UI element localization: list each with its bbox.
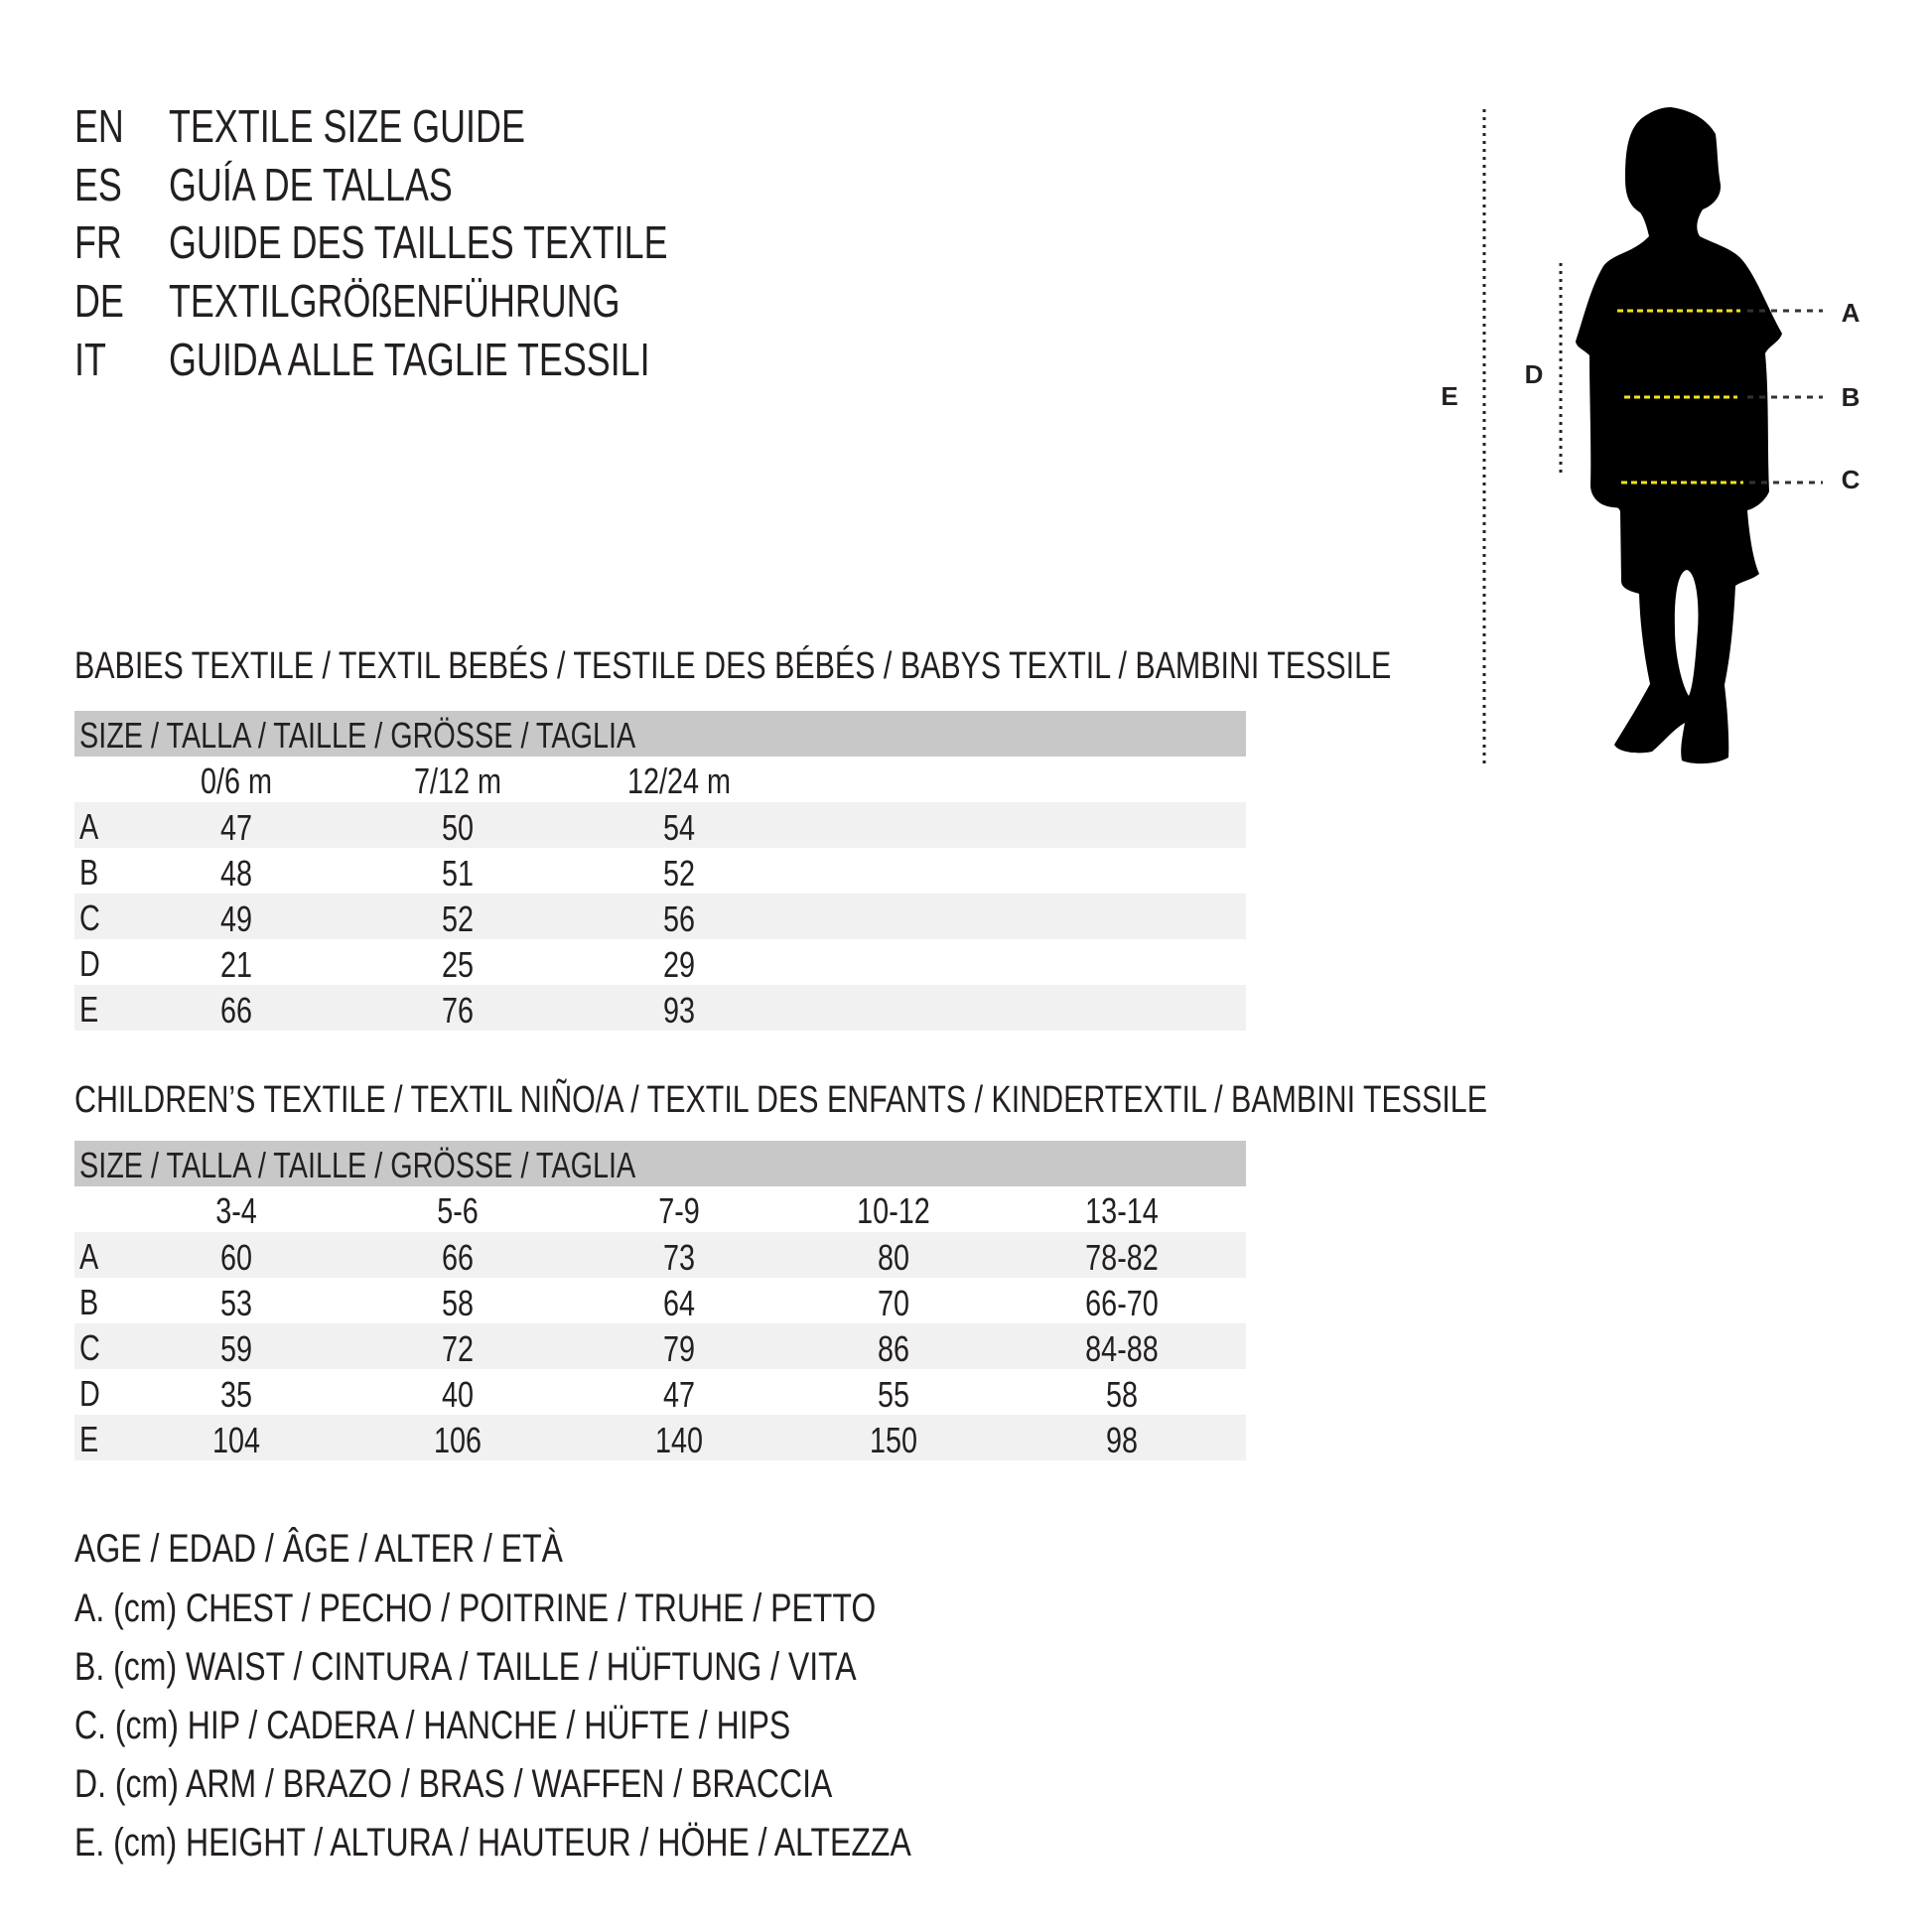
figure-label-d: D xyxy=(1524,359,1544,389)
table-cell: 47 xyxy=(662,1374,696,1415)
legend-age: AGE / EDAD / ÂGE / ALTER / ETÀ xyxy=(74,1527,563,1571)
table-cell: 106 xyxy=(433,1420,483,1460)
table-cell: 64 xyxy=(662,1283,696,1323)
leg-gap xyxy=(1674,570,1699,696)
column-header: 0/6 m xyxy=(200,760,273,801)
table-cell: 52 xyxy=(662,853,696,894)
title-fr: GUIDE DES TAILLES TEXTILE xyxy=(169,216,668,268)
figure-label-e: E xyxy=(1441,381,1458,411)
legend-hip: C. (cm) HIP / CADERA / HANCHE / HÜFTE / … xyxy=(74,1704,791,1747)
row-label: E xyxy=(79,989,99,1030)
table-cell: 80 xyxy=(877,1237,910,1278)
row-label: A xyxy=(79,1236,99,1277)
table-cell: 25 xyxy=(441,944,475,985)
lang-code-de: DE xyxy=(74,275,124,327)
table-cell: 48 xyxy=(219,853,253,894)
figure-label-b: B xyxy=(1841,382,1861,412)
table-cell: 58 xyxy=(1105,1374,1139,1415)
table-cell: 29 xyxy=(662,944,696,985)
table-cell: 55 xyxy=(877,1374,910,1415)
title-en: TEXTILE SIZE GUIDE xyxy=(169,100,525,152)
title-es: GUÍA DE TALLAS xyxy=(169,159,453,210)
table-cell: 54 xyxy=(662,807,696,848)
size-header-label: SIZE / TALLA / TAILLE / GRÖSSE / TAGLIA xyxy=(79,715,636,756)
row-label: D xyxy=(79,943,100,984)
table-cell: 86 xyxy=(877,1328,910,1369)
table-cell: 66 xyxy=(441,1237,475,1278)
table-row xyxy=(74,985,1246,1031)
table-cell: 50 xyxy=(441,807,475,848)
figure-label-a: A xyxy=(1841,298,1861,328)
legend-height: E. (cm) HEIGHT / ALTURA / HAUTEUR / HÖHE… xyxy=(74,1821,911,1864)
row-label: C xyxy=(79,897,100,938)
table-cell: 51 xyxy=(441,853,475,894)
table-cell: 84-88 xyxy=(1085,1328,1159,1369)
table-cell: 93 xyxy=(662,990,696,1031)
lang-code-it: IT xyxy=(74,334,106,385)
lang-code-es: ES xyxy=(74,159,122,210)
table-cell: 40 xyxy=(441,1374,475,1415)
legend-chest: A. (cm) CHEST / PECHO / POITRINE / TRUHE… xyxy=(74,1587,877,1630)
title-it: GUIDA ALLE TAGLIE TESSILI xyxy=(169,334,650,385)
column-header: 7/12 m xyxy=(413,760,502,801)
size-header-row xyxy=(74,1141,1246,1186)
table-cell: 60 xyxy=(219,1237,253,1278)
table-row xyxy=(74,1323,1246,1369)
column-header: 13-14 xyxy=(1085,1190,1159,1231)
table-cell: 70 xyxy=(877,1283,910,1323)
table-cell: 66-70 xyxy=(1085,1283,1159,1323)
table-cell: 104 xyxy=(211,1420,261,1460)
column-header: 12/24 m xyxy=(626,760,732,801)
table-row xyxy=(74,894,1246,939)
figure-label-c: C xyxy=(1841,465,1861,494)
column-header: 10-12 xyxy=(857,1190,930,1231)
table-cell: 58 xyxy=(441,1283,475,1323)
table-cell: 59 xyxy=(219,1328,253,1369)
table-cell: 53 xyxy=(219,1283,253,1323)
row-label: D xyxy=(79,1373,100,1414)
table-row xyxy=(74,1232,1246,1278)
table-cell: 56 xyxy=(662,898,696,939)
table-cell: 72 xyxy=(441,1328,475,1369)
lang-code-fr: FR xyxy=(74,216,122,268)
table-cell: 98 xyxy=(1105,1420,1139,1460)
lang-code-en: EN xyxy=(74,100,124,152)
column-header: 3-4 xyxy=(215,1190,257,1231)
column-header: 7-9 xyxy=(658,1190,700,1231)
table-cell: 35 xyxy=(219,1374,253,1415)
title-de: TEXTILGRÖßENFÜHRUNG xyxy=(169,275,621,327)
row-label: B xyxy=(79,852,99,893)
table-cell: 66 xyxy=(219,990,253,1031)
column-header: 5-6 xyxy=(437,1190,479,1231)
legend-waist: B. (cm) WAIST / CINTURA / TAILLE / HÜFTU… xyxy=(74,1645,857,1689)
table-cell: 78-82 xyxy=(1085,1237,1159,1278)
row-label: B xyxy=(79,1282,99,1322)
table-cell: 79 xyxy=(662,1328,696,1369)
table-row xyxy=(74,802,1246,848)
row-label: E xyxy=(79,1419,99,1459)
table-row xyxy=(74,1415,1246,1460)
legend-arm: D. (cm) ARM / BRAZO / BRAS / WAFFEN / BR… xyxy=(74,1762,833,1806)
table-cell: 73 xyxy=(662,1237,696,1278)
row-label: A xyxy=(79,806,99,847)
row-label: C xyxy=(79,1327,100,1368)
child-silhouette-icon xyxy=(1576,107,1782,764)
table-cell: 150 xyxy=(869,1420,918,1460)
table-cell: 52 xyxy=(441,898,475,939)
size-header-label: SIZE / TALLA / TAILLE / GRÖSSE / TAGLIA xyxy=(79,1145,636,1185)
table-cell: 49 xyxy=(219,898,253,939)
size-header-row xyxy=(74,711,1246,757)
babies-heading: BABIES TEXTILE / TEXTIL BEBÉS / TESTILE … xyxy=(74,645,1392,687)
table-cell: 21 xyxy=(219,944,253,985)
table-cell: 140 xyxy=(654,1420,704,1460)
children-heading: CHILDREN’S TEXTILE / TEXTIL NIÑO/A / TEX… xyxy=(74,1079,1487,1121)
table-cell: 47 xyxy=(219,807,253,848)
table-cell: 76 xyxy=(441,990,475,1031)
